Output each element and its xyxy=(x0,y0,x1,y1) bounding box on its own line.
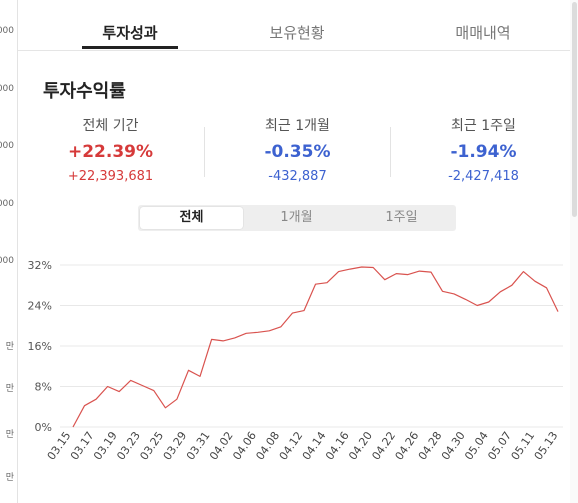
stat-percent: -1.94% xyxy=(450,142,517,162)
y-tick-label: 24% xyxy=(28,300,52,313)
x-tick-label: 05.11 xyxy=(509,429,538,462)
tab-trade-history[interactable]: 매매내역 xyxy=(455,24,511,42)
return-line-chart: 0%8%16%24%32%03.1503.1703.1903.2303.2503… xyxy=(28,259,563,463)
period-option-all[interactable]: 전체 xyxy=(140,207,243,229)
tab-investment-performance[interactable]: 투자성과 xyxy=(102,24,158,42)
clipped-axis-label: 000 xyxy=(0,26,14,36)
x-tick-label: 03.15 xyxy=(45,429,74,462)
x-tick-label: 04.16 xyxy=(323,429,352,462)
y-tick-label: 8% xyxy=(35,381,52,394)
stat-last-month: 최근 1개월 -0.35% -432,887 xyxy=(205,115,390,187)
x-tick-label: 04.08 xyxy=(253,429,282,462)
period-segmented-control: 전체 1개월 1주일 xyxy=(138,205,456,231)
period-option-1week[interactable]: 1주일 xyxy=(385,210,418,225)
tab-holdings[interactable]: 보유현황 xyxy=(269,24,325,42)
x-tick-label: 05.07 xyxy=(485,429,514,462)
x-tick-label: 04.28 xyxy=(416,429,445,462)
scrollbar[interactable] xyxy=(570,0,578,503)
clipped-axis-label: 만 xyxy=(5,430,14,440)
clipped-axis-label: 만 xyxy=(5,342,14,352)
return-stats: 전체 기간 +22.39% +22,393,681 최근 1개월 -0.35% … xyxy=(18,115,578,195)
stat-name: 최근 1개월 xyxy=(265,118,330,134)
x-tick-label: 03.23 xyxy=(114,429,143,462)
period-option-1month[interactable]: 1개월 xyxy=(280,210,313,225)
x-tick-label: 05.04 xyxy=(462,429,491,462)
x-tick-label: 03.17 xyxy=(68,429,97,462)
y-tick-label: 0% xyxy=(35,421,52,434)
scrollbar-thumb[interactable] xyxy=(572,2,577,217)
x-tick-label: 05.13 xyxy=(532,429,561,462)
stat-name: 최근 1주일 xyxy=(451,118,516,134)
tab-bar: 투자성과 보유현황 매매내역 xyxy=(18,0,578,51)
x-tick-label: 04.02 xyxy=(207,429,236,462)
stat-divider xyxy=(390,127,391,177)
x-tick-label: 03.19 xyxy=(91,429,120,462)
stat-total-period: 전체 기간 +22.39% +22,393,681 xyxy=(18,115,203,187)
left-clipped-panel: 000000000000000만만만만 xyxy=(0,0,18,503)
x-tick-label: 03.25 xyxy=(138,429,167,462)
x-tick-label: 03.31 xyxy=(184,429,213,462)
clipped-axis-label: 000 xyxy=(0,141,14,151)
stat-amount: -432,887 xyxy=(268,169,327,184)
section-title: 투자수익률 xyxy=(43,81,126,102)
x-tick-label: 04.20 xyxy=(346,429,375,462)
stat-percent: +22.39% xyxy=(67,142,154,162)
y-tick-label: 16% xyxy=(28,340,52,353)
stat-amount: +22,393,681 xyxy=(67,169,154,184)
investment-panel: 투자성과 보유현황 매매내역 투자수익률 전체 기간 +22.39% +22,3… xyxy=(18,0,578,503)
stat-percent: -0.35% xyxy=(264,142,331,162)
x-tick-label: 04.14 xyxy=(300,429,329,462)
x-tick-label: 03.29 xyxy=(161,429,190,462)
clipped-axis-label: 만 xyxy=(5,384,14,394)
x-tick-label: 04.06 xyxy=(230,429,259,462)
active-tab-indicator xyxy=(82,46,178,49)
x-tick-label: 04.12 xyxy=(277,429,306,462)
clipped-axis-label: 000 xyxy=(0,84,14,94)
clipped-axis-label: 000 xyxy=(0,256,14,266)
series-line xyxy=(72,266,559,428)
x-tick-label: 04.26 xyxy=(393,429,422,462)
stat-divider xyxy=(204,127,205,177)
stat-amount: -2,427,418 xyxy=(448,169,519,184)
stat-last-week: 최근 1주일 -1.94% -2,427,418 xyxy=(391,115,576,187)
stat-name: 전체 기간 xyxy=(82,118,139,134)
x-tick-label: 04.22 xyxy=(369,429,398,462)
x-tick-label: 04.30 xyxy=(439,429,468,462)
clipped-axis-label: 000 xyxy=(0,199,14,209)
clipped-axis-label: 만 xyxy=(5,473,14,483)
y-tick-label: 32% xyxy=(28,259,52,272)
